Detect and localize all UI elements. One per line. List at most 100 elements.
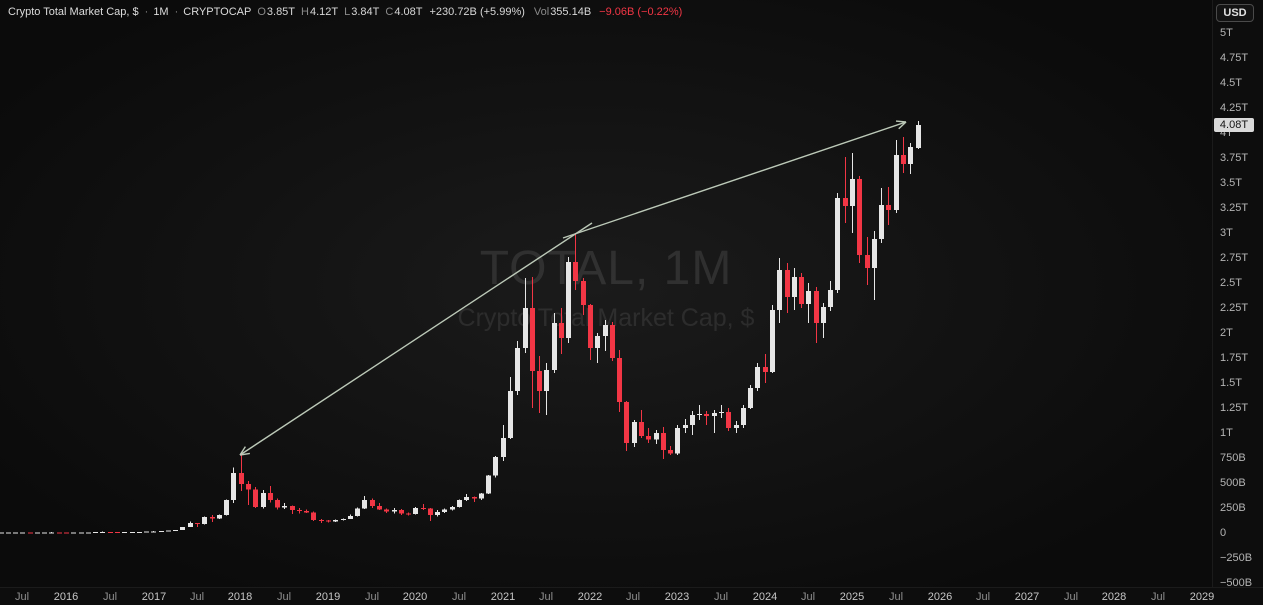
time-tick-label: 2020 (402, 591, 428, 603)
candle-body (100, 531, 105, 533)
chart-pane[interactable]: TOTAL, 1M Crypto Total Market Cap, $ (0, 0, 1212, 587)
trendline-segment[interactable] (239, 222, 593, 456)
price-tick-label: 2.5T (1220, 277, 1243, 289)
price-tick-label: 1.25T (1220, 402, 1249, 414)
time-tick-label: Jul (189, 591, 205, 603)
candle-body (413, 508, 418, 514)
trendline-drawing[interactable] (239, 120, 907, 456)
time-tick-label: 2019 (315, 591, 341, 603)
time-axis[interactable]: Jul 2016 Jul 2017 Jul 2018 Jul 2019 Jul 2020 Jul 20… (0, 587, 1263, 605)
volume-change-value: −9.06B (−0.22%) (599, 6, 683, 18)
time-tick-label: Jul (713, 591, 729, 603)
candle-body (552, 323, 557, 370)
time-tick-label: Jul (451, 591, 467, 603)
candles-group (0, 121, 921, 534)
candle-body (42, 532, 47, 534)
candle-body (231, 473, 236, 500)
candle-body (166, 530, 171, 532)
candle-body (435, 512, 440, 515)
candle-body (20, 532, 25, 534)
price-tick-label: 1.75T (1220, 352, 1249, 364)
time-tick-label: Jul (625, 591, 641, 603)
price-tick-label: 2T (1220, 327, 1233, 339)
candle-body (130, 531, 135, 533)
open-value: 3.85T (266, 6, 296, 18)
time-tick-label: 2021 (490, 591, 516, 603)
time-tick-label: Jul (102, 591, 118, 603)
candle-body (610, 325, 615, 358)
close-key: C (385, 6, 394, 18)
volume-key: Vol (533, 6, 550, 18)
candle-body (86, 532, 91, 534)
candle-body (908, 147, 913, 164)
high-value: 4.12T (309, 6, 339, 18)
candle-body (573, 262, 578, 281)
exchange-label[interactable]: CRYPTOCAP (183, 6, 252, 18)
symbol-title[interactable]: Crypto Total Market Cap, $ (8, 6, 139, 18)
candle-body (442, 509, 447, 512)
candle-body (13, 532, 18, 534)
time-tick-label: 2027 (1014, 591, 1040, 603)
candle-body (712, 413, 717, 416)
interval-label[interactable]: 1M (153, 6, 169, 18)
candle-body (239, 473, 244, 484)
currency-button[interactable]: USD (1216, 4, 1254, 22)
low-key: L (344, 6, 351, 18)
candle-body (850, 179, 855, 206)
candle-body (537, 371, 542, 391)
change-value: +230.72B (+5.99%) (429, 6, 525, 18)
candle-body (195, 523, 200, 524)
candle-body (137, 531, 142, 533)
time-tick-label: Jul (975, 591, 991, 603)
time-tick-label: 2023 (664, 591, 690, 603)
current-price-label: 4.08T (1214, 118, 1254, 132)
candle-body (151, 531, 156, 533)
candle-body (530, 308, 535, 371)
price-tick-label: 3.5T (1220, 177, 1243, 189)
candle-body (763, 367, 768, 372)
time-tick-label: Jul (888, 591, 904, 603)
price-tick-label: 4.5T (1220, 77, 1243, 89)
price-tick-label: 4.75T (1220, 52, 1249, 64)
candle-body (617, 358, 622, 402)
low-value: 3.84T (351, 6, 380, 18)
candle-body (493, 457, 498, 476)
candle-body (508, 391, 513, 438)
legend-row[interactable]: Crypto Total Market Cap, $ · 1M · CRYPTO… (8, 5, 682, 19)
time-tick-label: Jul (1063, 591, 1079, 603)
time-tick-label: 2025 (839, 591, 865, 603)
candle-body (559, 323, 564, 338)
candle-body (384, 509, 389, 512)
candle-body (370, 500, 375, 506)
candle-body (362, 500, 367, 509)
time-tick-label: 2016 (53, 591, 79, 603)
candle-body (28, 532, 33, 534)
time-tick-label: Jul (14, 591, 30, 603)
price-tick-label: 1.5T (1220, 377, 1243, 389)
candle-body (872, 239, 877, 268)
price-tick-label: 0 (1220, 527, 1227, 539)
candle-body (122, 531, 127, 533)
candle-body (472, 497, 477, 499)
chart-canvas[interactable] (0, 0, 1212, 587)
candle-body (217, 514, 222, 519)
candle-body (304, 510, 309, 513)
price-axis[interactable]: 4.08T 5T 4.75T 4.5T 4.25T 4T 3.75T 3.5T 3.25T 3T… (1212, 0, 1263, 589)
time-tick-label: Jul (276, 591, 292, 603)
price-tick-label: 2.75T (1220, 252, 1249, 264)
candle-body (857, 179, 862, 255)
candle-body (348, 515, 353, 519)
candle-body (843, 198, 848, 206)
candle-body (734, 425, 739, 428)
trendline-segment[interactable] (562, 121, 907, 239)
candle-body (639, 422, 644, 436)
candle-body (421, 508, 426, 509)
time-tick-label: 2022 (577, 591, 603, 603)
price-tick-label: 3.25T (1220, 202, 1249, 214)
candle-body (144, 531, 149, 533)
price-tick-label: 4.25T (1220, 102, 1249, 114)
candle-body (544, 370, 549, 391)
time-tick-label: Jul (364, 591, 380, 603)
volume-value: 355.14B (550, 6, 592, 18)
